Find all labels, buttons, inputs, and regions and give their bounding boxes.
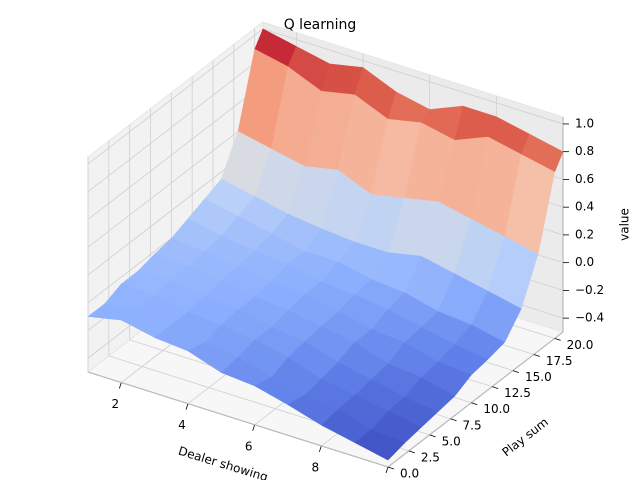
tick-mark bbox=[554, 338, 561, 341]
y-tick-label: 0.0 bbox=[400, 467, 419, 480]
x-tick-label: 2 bbox=[112, 397, 120, 411]
surface-patch bbox=[354, 429, 406, 461]
y-tick-label: 5.0 bbox=[442, 434, 461, 448]
tick-mark bbox=[492, 386, 499, 390]
x-tick-label: 6 bbox=[245, 439, 253, 453]
grid-line bbox=[87, 111, 264, 248]
z-tick-label: 0.4 bbox=[575, 200, 594, 214]
y-tick-label: 12.5 bbox=[504, 386, 531, 400]
x-axis-label: Dealer showing bbox=[177, 444, 270, 480]
y-tick-label: 15.0 bbox=[525, 370, 552, 384]
z-tick-label: 0.2 bbox=[575, 227, 594, 241]
tick-mark bbox=[118, 382, 122, 389]
tick-mark bbox=[533, 354, 540, 357]
tick-mark bbox=[387, 466, 395, 470]
x-tick-label: 8 bbox=[312, 460, 320, 474]
grid-line bbox=[87, 84, 264, 220]
z-tick-label: −0.2 bbox=[575, 283, 604, 297]
tick-mark bbox=[450, 418, 457, 422]
z-tick-label: 0.8 bbox=[575, 144, 594, 158]
grid-line bbox=[87, 371, 389, 468]
tick-mark bbox=[429, 434, 436, 438]
z-tick-label: 1.0 bbox=[575, 116, 594, 130]
tick-mark bbox=[385, 466, 389, 474]
z-tick-label: 0.6 bbox=[575, 172, 594, 186]
tick-mark bbox=[185, 403, 189, 410]
tick-mark bbox=[252, 424, 256, 431]
y-tick-label: 2.5 bbox=[421, 450, 440, 464]
tick-mark bbox=[512, 370, 520, 373]
y-tick-label: 7.5 bbox=[463, 418, 482, 432]
grid-line bbox=[262, 28, 564, 125]
tick-mark bbox=[318, 445, 322, 453]
y-tick-label: 20.0 bbox=[567, 338, 594, 352]
chart-title: Q learning bbox=[284, 17, 357, 33]
grid-line bbox=[87, 56, 264, 192]
y-tick-label: 10.0 bbox=[483, 402, 510, 416]
grid-line bbox=[87, 28, 264, 165]
z-axis-label: value bbox=[618, 208, 632, 241]
y-tick-label: 17.5 bbox=[546, 354, 573, 368]
tick-mark bbox=[408, 450, 415, 454]
tick-mark bbox=[471, 402, 478, 406]
z-tick-label: 0.0 bbox=[575, 255, 594, 269]
x-tick-label: 4 bbox=[178, 418, 186, 432]
y-axis-label: Play sum bbox=[499, 415, 550, 460]
z-tick-label: −0.4 bbox=[575, 311, 604, 325]
